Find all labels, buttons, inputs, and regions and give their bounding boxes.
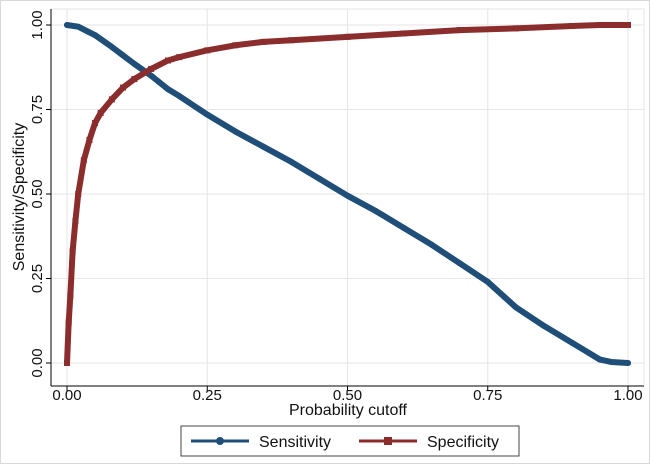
sensitivity-point xyxy=(75,23,82,30)
y-tick-label: 1.00 xyxy=(29,10,46,39)
sensitivity-point xyxy=(400,224,407,231)
sensitivity-point xyxy=(260,143,267,150)
specificity-point xyxy=(512,25,519,32)
x-tick-label: 1.00 xyxy=(613,387,642,404)
specificity-point xyxy=(67,292,74,299)
y-tick-label: 0.25 xyxy=(29,264,46,293)
specificity-point xyxy=(164,57,171,64)
specificity-point xyxy=(120,84,127,91)
sensitivity-point xyxy=(232,128,239,135)
legend-specificity-label: Specificity xyxy=(427,434,499,451)
specificity-point xyxy=(131,76,138,83)
specificity-point xyxy=(260,38,267,45)
specificity-point xyxy=(86,136,93,143)
sensitivity-point xyxy=(148,72,155,79)
specificity-point xyxy=(97,109,104,116)
specificity-point xyxy=(64,360,70,366)
sensitivity-point xyxy=(512,304,519,311)
x-tick-label: 0.50 xyxy=(333,387,362,404)
specificity-point xyxy=(288,37,295,44)
legend-specificity-marker xyxy=(384,437,392,445)
x-axis-title: Probability cutoff xyxy=(289,402,408,419)
sensitivity-point xyxy=(608,358,615,365)
specificity-point xyxy=(92,120,99,127)
sensitivity-point xyxy=(108,43,115,50)
specificity-point xyxy=(625,22,631,28)
sensitivity-point xyxy=(92,32,99,39)
tick-marks: 0.00 0.25 0.50 0.75 1.00 0.00 0.25 0.50 0.75 1.00 xyxy=(29,10,643,404)
sensitivity-point xyxy=(288,158,295,165)
y-tick-label: 0.00 xyxy=(29,348,46,377)
specificity-point xyxy=(456,27,463,34)
series-lines xyxy=(64,22,631,366)
legend-sensitivity-label: Sensitivity xyxy=(259,434,331,451)
specificity-point xyxy=(232,42,239,49)
sensitivity-point xyxy=(484,278,491,285)
sensitivity-point xyxy=(372,207,379,214)
sensitivity-point xyxy=(540,322,547,329)
sensitivity-point xyxy=(568,339,575,346)
sensitivity-series-line xyxy=(64,22,631,366)
sensitivity-point xyxy=(501,294,508,301)
sensitivity-point xyxy=(428,241,435,248)
specificity-point xyxy=(400,30,407,37)
specificity-point xyxy=(344,33,351,40)
sensitivity-point xyxy=(64,22,70,28)
legend: Sensitivity Specificity xyxy=(180,425,520,457)
sensitivity-point xyxy=(456,260,463,267)
specificity-point xyxy=(204,47,211,54)
specificity-point xyxy=(72,218,79,225)
legend-item-sensitivity: Sensitivity xyxy=(191,434,331,451)
x-tick-label: 0.00 xyxy=(52,387,81,404)
sensitivity-point xyxy=(164,86,171,93)
specificity-point xyxy=(148,65,155,72)
sensitivity-point xyxy=(120,52,127,59)
x-tick-label: 0.25 xyxy=(193,387,222,404)
sensitivity-point xyxy=(204,111,211,118)
sensitivity-point xyxy=(625,360,631,366)
sensitivity-point xyxy=(316,175,323,182)
sensitivity-point xyxy=(596,356,603,363)
specificity-point xyxy=(108,96,115,103)
specificity-point xyxy=(75,191,82,197)
specificity-point xyxy=(69,248,76,255)
x-tick-label: 0.75 xyxy=(473,387,502,404)
specificity-point xyxy=(65,319,72,326)
sensitivity-point xyxy=(176,92,183,99)
y-tick-label: 0.50 xyxy=(29,179,46,208)
sensitivity-point xyxy=(585,349,592,356)
specificity-point xyxy=(80,157,87,164)
specificity-point xyxy=(568,23,575,30)
legend-sensitivity-marker xyxy=(216,437,224,445)
legend-item-specificity: Specificity xyxy=(359,434,499,451)
y-tick-label: 0.75 xyxy=(29,95,46,124)
y-axis-title: Sensitivity/Specificity xyxy=(11,123,28,272)
specificity-point xyxy=(596,22,603,28)
specificity-point xyxy=(176,54,183,61)
sensitivity-point xyxy=(131,60,138,67)
sensitivity-point xyxy=(344,192,351,199)
